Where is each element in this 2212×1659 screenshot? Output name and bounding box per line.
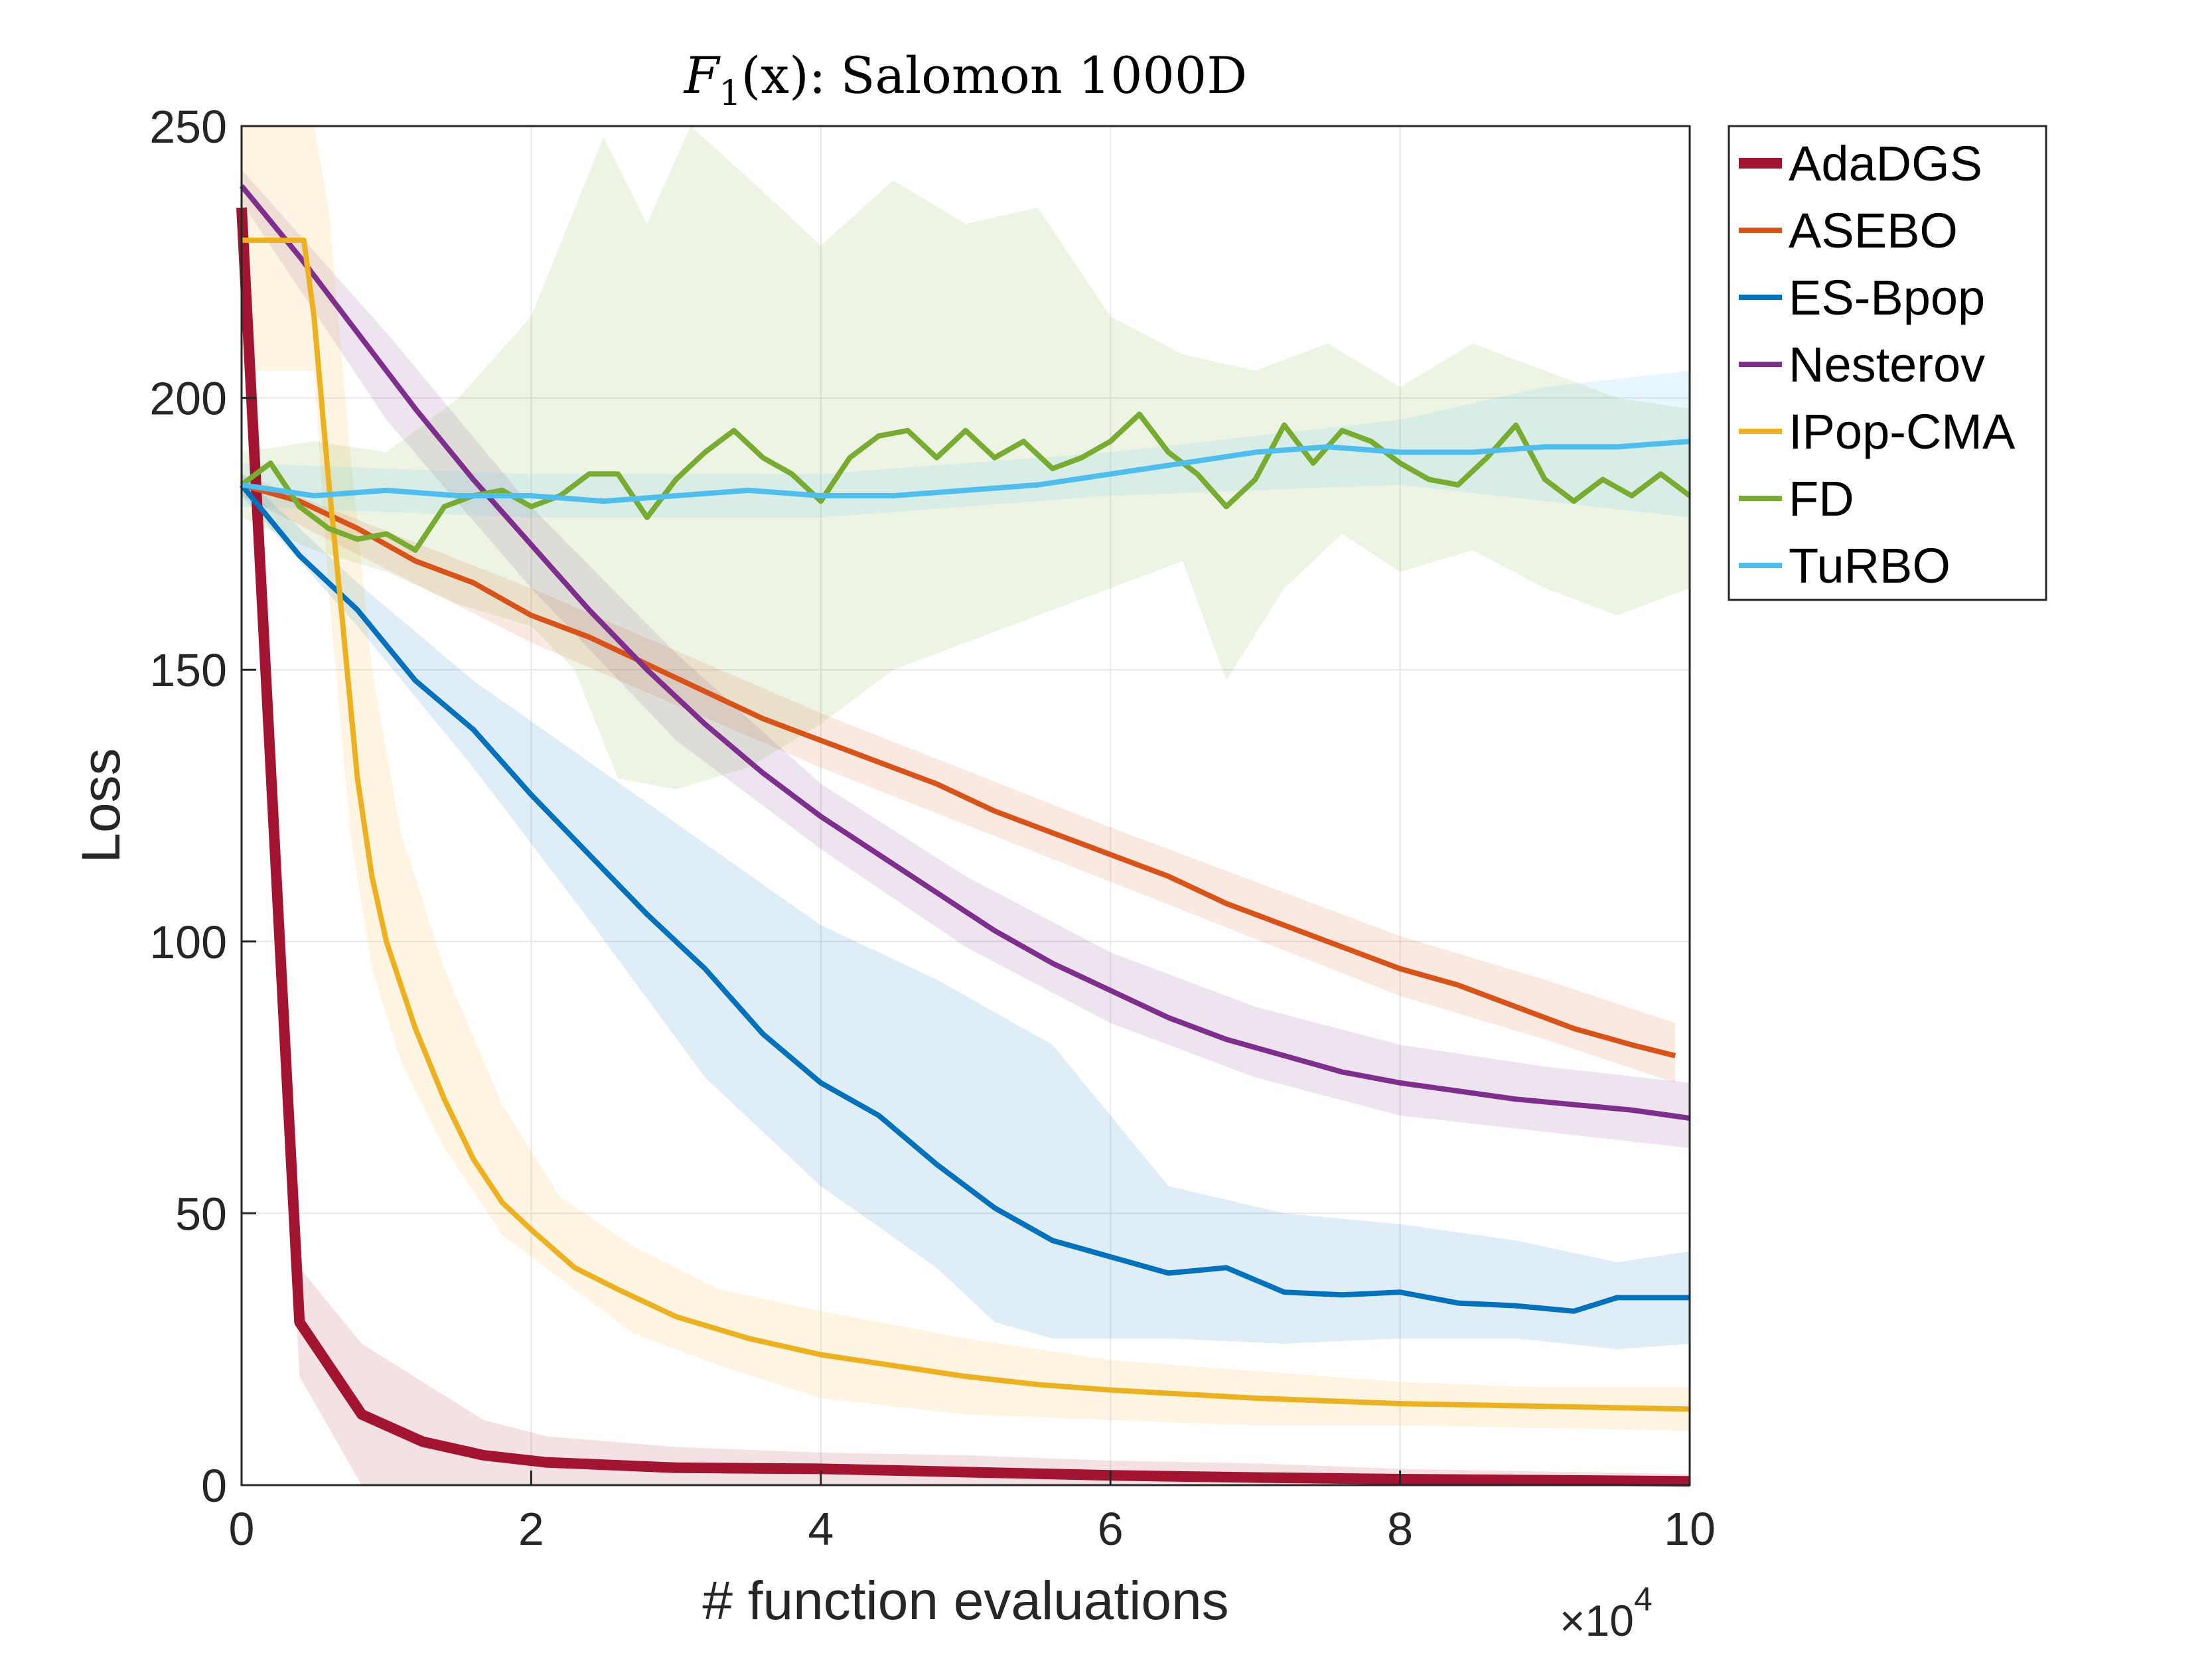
series-lines xyxy=(236,184,1692,1487)
y-tick-label: 0 xyxy=(201,1460,227,1512)
x-tick-label: 8 xyxy=(1387,1503,1413,1555)
x-tick-label: 6 xyxy=(1098,1503,1124,1555)
legend-label-adadgs: AdaDGS xyxy=(1789,136,1982,191)
legend-label-asebo: ASEBO xyxy=(1789,203,1958,258)
x-tick-label: 0 xyxy=(229,1503,255,1555)
ipop-cma-line xyxy=(242,238,1690,1412)
adadgs-line xyxy=(236,207,1690,1487)
legend-box xyxy=(1728,125,2047,601)
x-tick-label: 10 xyxy=(1664,1503,1716,1555)
nesterov-line xyxy=(239,184,1690,1121)
y-tick-label: 100 xyxy=(149,916,227,968)
plot-area xyxy=(242,126,1690,1485)
x-tick-label: 4 xyxy=(808,1503,834,1555)
plot-frame xyxy=(240,125,1691,1486)
x-axis-multiplier: ×104 xyxy=(1560,1581,1653,1645)
asebo-line xyxy=(240,482,1676,1058)
legend-label-fd: FD xyxy=(1789,471,1854,526)
legend: AdaDGS ASEBO ES-Bpop Nesterov IPop-CMA FD TuRB… xyxy=(1728,125,2047,601)
y-axis-label: Loss xyxy=(71,748,131,863)
turbo-line xyxy=(241,439,1690,504)
x-tick-label: 2 xyxy=(518,1503,544,1555)
x-axis-label: # function evaluations xyxy=(702,1571,1228,1631)
y-tick-label: 150 xyxy=(149,644,227,696)
asebo-band xyxy=(242,474,1676,1083)
turbo-band xyxy=(242,370,1690,518)
chart-title: F1(x): Salomon 1000D xyxy=(683,46,1247,113)
legend-label-turbo: TuRBO xyxy=(1789,538,1951,593)
legend-label-es-bpop: ES-Bpop xyxy=(1789,270,1985,325)
y-tick-label: 250 xyxy=(149,101,227,153)
legend-label-nesterov: Nesterov xyxy=(1789,337,1985,392)
es-bpop-line xyxy=(239,483,1690,1314)
es-bpop-band xyxy=(242,474,1690,1350)
grid xyxy=(242,126,1690,1485)
y-tick-label: 50 xyxy=(175,1188,227,1240)
legend-label-ipop-cma: IPop-CMA xyxy=(1789,404,2016,459)
y-tick-label: 200 xyxy=(149,373,227,425)
